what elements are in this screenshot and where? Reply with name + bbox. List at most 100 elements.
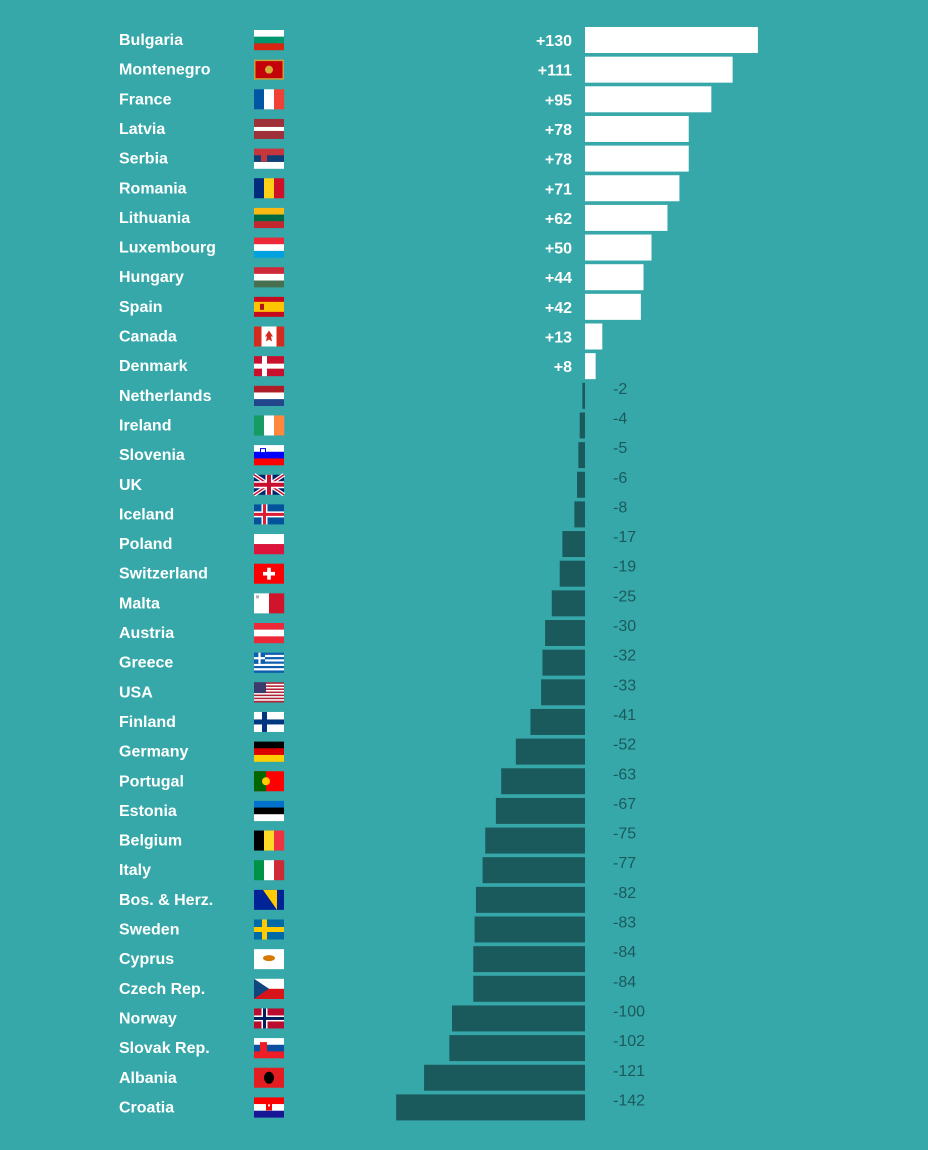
country-label: Spain	[119, 299, 163, 316]
flag-icon	[254, 800, 284, 822]
flag-icon	[254, 207, 284, 229]
value-label: -84	[613, 944, 636, 961]
bar	[582, 382, 585, 409]
value-label: -75	[613, 826, 636, 843]
country-label: Czech Rep.	[119, 981, 205, 998]
country-label: Romania	[119, 180, 187, 197]
country-label: Finland	[119, 714, 176, 731]
value-label: +13	[545, 330, 572, 347]
value-label: +130	[536, 33, 572, 50]
country-label: Canada	[119, 329, 177, 346]
flag-icon	[254, 267, 284, 288]
flag-icon	[254, 830, 285, 851]
bar	[449, 1035, 585, 1062]
country-label: Lithuania	[119, 210, 190, 227]
bar	[545, 620, 585, 646]
country-label: Greece	[119, 655, 173, 672]
value-label: -6	[613, 470, 627, 487]
value-label: +8	[554, 359, 572, 376]
country-label: Slovak Rep.	[119, 1040, 210, 1057]
bar	[574, 501, 585, 528]
flag-icon	[254, 356, 284, 377]
flag-icon	[254, 563, 284, 584]
bar	[579, 412, 585, 439]
country-label: Bulgaria	[119, 32, 183, 49]
flag-icon	[254, 385, 284, 406]
value-label: -5	[613, 440, 627, 457]
value-label: +42	[545, 300, 572, 317]
value-label: -82	[613, 885, 636, 902]
flag-icon	[254, 1067, 284, 1088]
flag-icon	[254, 682, 284, 703]
bar	[541, 679, 585, 706]
value-label: -30	[613, 618, 636, 635]
bar	[473, 946, 585, 973]
value-label: -102	[613, 1033, 645, 1050]
country-label: Italy	[119, 862, 151, 879]
value-label: -41	[613, 707, 636, 724]
bar	[542, 649, 585, 676]
flag-icon	[254, 118, 284, 139]
value-label: -4	[613, 410, 627, 427]
flag-icon	[254, 978, 284, 999]
country-label: Montenegro	[119, 62, 211, 79]
bar	[585, 264, 644, 291]
country-label: Switzerland	[119, 566, 208, 583]
flag-icon	[254, 771, 284, 792]
bar	[585, 175, 680, 202]
bar	[530, 708, 585, 735]
country-label: UK	[119, 477, 143, 494]
bar	[562, 531, 585, 558]
bar	[585, 27, 758, 53]
value-label: -142	[613, 1092, 645, 1109]
flag-icon	[254, 415, 285, 436]
country-label: USA	[119, 684, 153, 701]
country-label: Ireland	[119, 417, 171, 434]
value-label: +62	[545, 211, 572, 228]
flag-icon	[254, 711, 284, 732]
bar	[585, 234, 652, 261]
flag-icon	[254, 889, 284, 910]
value-label: +71	[545, 181, 572, 198]
country-label: Poland	[119, 536, 172, 553]
country-label: Estonia	[119, 803, 177, 820]
flag-icon	[254, 148, 284, 169]
value-label: -52	[613, 737, 636, 754]
bar	[585, 145, 689, 172]
country-label: Latvia	[119, 121, 165, 138]
country-label: Austria	[119, 625, 174, 642]
country-label: Luxembourg	[119, 240, 216, 257]
country-label: Albania	[119, 1070, 177, 1087]
value-label: +111	[538, 63, 572, 80]
bar	[495, 797, 585, 824]
flag-icon	[254, 89, 285, 110]
bar	[452, 1005, 585, 1032]
value-label: -63	[613, 766, 636, 783]
country-label: Sweden	[119, 922, 179, 939]
bar	[578, 442, 585, 469]
country-label: Denmark	[119, 358, 188, 375]
value-label: -32	[613, 648, 636, 665]
flag-icon	[254, 237, 284, 258]
flag-icon	[254, 1038, 284, 1059]
value-label: +50	[545, 241, 572, 258]
flag-icon	[254, 919, 284, 940]
country-label: Netherlands	[119, 388, 212, 405]
country-label: Germany	[119, 744, 188, 761]
flag-icon	[254, 623, 284, 644]
bar	[424, 1064, 585, 1091]
value-label: -19	[613, 559, 636, 576]
country-label: Serbia	[119, 151, 168, 168]
flag-icon	[254, 534, 284, 555]
bar	[501, 768, 585, 795]
flag-icon	[254, 504, 284, 525]
bar	[515, 738, 585, 765]
country-label: Slovenia	[119, 447, 185, 464]
value-label: -8	[613, 499, 627, 516]
bar	[551, 590, 585, 617]
flag-icon	[254, 1008, 284, 1029]
country-label: Belgium	[119, 833, 182, 850]
flag-icon	[254, 445, 284, 466]
value-label: -100	[613, 1003, 645, 1020]
